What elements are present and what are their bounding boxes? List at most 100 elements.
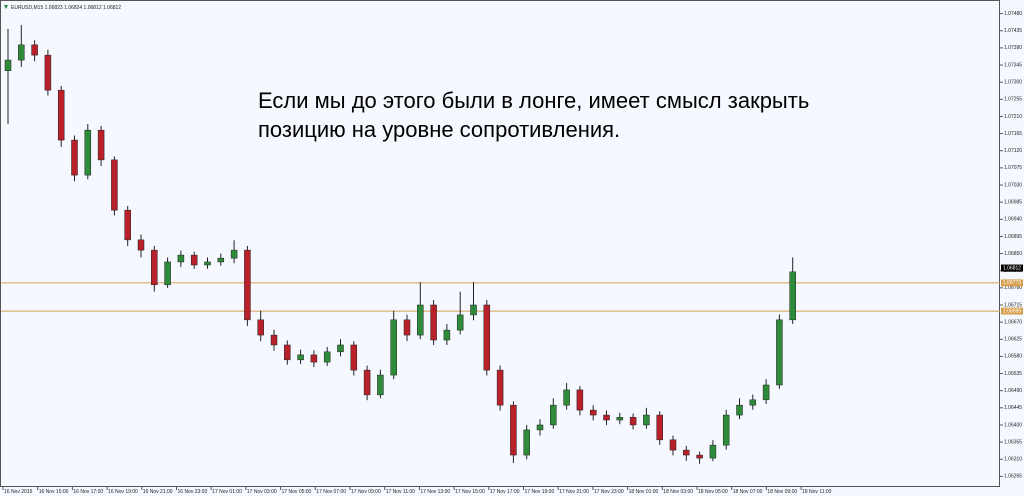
candle-body bbox=[323, 351, 331, 363]
y-tick-label: 1.06625 bbox=[1004, 337, 1022, 343]
candle-body bbox=[284, 344, 291, 361]
candle-body bbox=[124, 209, 131, 241]
y-tick-label: 1.07435 bbox=[1004, 28, 1022, 34]
candle-body bbox=[470, 304, 477, 316]
y-tick-label: 1.07030 bbox=[1004, 182, 1022, 188]
candle-body bbox=[137, 239, 145, 251]
candle-body bbox=[616, 417, 624, 421]
annotation-line: Если мы до этого были в лонге, имеет смы… bbox=[258, 88, 809, 113]
candle-body bbox=[204, 261, 211, 266]
candle-body bbox=[589, 409, 597, 416]
x-tick-label: 18 Nov 11:00 bbox=[802, 489, 832, 495]
candle-body bbox=[363, 369, 371, 396]
candle-body bbox=[164, 261, 171, 286]
candle-body bbox=[776, 319, 783, 386]
x-tick-label: 16 Nov 15:00 bbox=[39, 489, 69, 495]
candle-body bbox=[177, 254, 185, 263]
y-tick-label: 1.07345 bbox=[1004, 62, 1022, 68]
candle-body bbox=[84, 129, 92, 176]
annotation-line: позицию на уровне сопротивления. bbox=[258, 117, 620, 142]
candle-body bbox=[629, 417, 637, 426]
candle-body bbox=[44, 54, 52, 91]
x-tick-label: 18 Nov 03:00 bbox=[663, 489, 693, 495]
candle-body bbox=[789, 271, 796, 321]
candle-body bbox=[377, 374, 384, 396]
candle-body bbox=[71, 139, 78, 176]
y-tick-label: 1.06850 bbox=[1004, 251, 1022, 257]
candle-body bbox=[257, 319, 264, 336]
candle-body bbox=[576, 389, 584, 411]
x-tick-label: 17 Nov 01:00 bbox=[212, 489, 242, 495]
candle-body bbox=[656, 414, 663, 441]
candle-body bbox=[230, 249, 238, 259]
candle-body bbox=[603, 414, 610, 421]
candle-body bbox=[736, 404, 743, 416]
candle-body bbox=[297, 354, 304, 361]
x-tick-label: 17 Nov 23:00 bbox=[594, 489, 624, 495]
level-tag-label: 1.06699 bbox=[1003, 308, 1021, 314]
x-tick-label: 17 Nov 11:00 bbox=[386, 489, 416, 495]
candle-body bbox=[709, 444, 717, 459]
x-tick-label: 17 Nov 15:00 bbox=[455, 489, 485, 495]
y-tick-label: 1.07210 bbox=[1004, 114, 1022, 120]
candle-body bbox=[151, 249, 158, 286]
candle-body bbox=[749, 399, 757, 406]
candle-body bbox=[563, 389, 570, 406]
candle-body bbox=[390, 319, 397, 376]
y-tick-label: 1.06985 bbox=[1004, 199, 1022, 205]
y-tick-label: 1.06535 bbox=[1004, 371, 1022, 377]
candle-body bbox=[350, 344, 358, 371]
candle-body bbox=[683, 449, 690, 456]
y-tick-label: 1.07075 bbox=[1004, 165, 1022, 171]
symbol-header: EURUSD,M15 1.06823 1.06824 1.06812 1.068… bbox=[11, 5, 121, 11]
x-tick-label: 17 Nov 05:00 bbox=[282, 489, 312, 495]
y-tick-label: 1.06895 bbox=[1004, 234, 1022, 240]
x-tick-label: 17 Nov 19:00 bbox=[525, 489, 555, 495]
y-tick-label: 1.07120 bbox=[1004, 148, 1022, 154]
candle-body bbox=[18, 44, 25, 61]
candle-body bbox=[696, 454, 703, 459]
y-tick-label: 1.06400 bbox=[1004, 422, 1022, 428]
candle-body bbox=[270, 334, 278, 346]
bid-tag bbox=[1001, 264, 1023, 272]
y-tick-label: 1.07480 bbox=[1004, 11, 1022, 17]
candle-body bbox=[523, 429, 530, 456]
y-tick-label: 1.06760 bbox=[1004, 285, 1022, 291]
x-tick-label: 16 Nov 2016 bbox=[4, 489, 33, 495]
candle-body bbox=[4, 59, 12, 71]
candle-body bbox=[403, 319, 411, 336]
x-tick-label: 16 Nov 21:00 bbox=[143, 489, 173, 495]
y-tick-label: 1.06490 bbox=[1004, 388, 1022, 394]
candle-body bbox=[722, 414, 730, 446]
x-tick-label: 17 Nov 07:00 bbox=[316, 489, 346, 495]
x-tick-label: 16 Nov 17:00 bbox=[73, 489, 103, 495]
candle-body bbox=[417, 304, 424, 336]
level-tag bbox=[1001, 307, 1023, 315]
y-tick-label: 1.06580 bbox=[1004, 354, 1022, 360]
candle-body bbox=[536, 424, 544, 431]
candle-body bbox=[510, 404, 517, 456]
y-tick-label: 1.07390 bbox=[1004, 45, 1022, 51]
x-tick-label: 18 Nov 09:00 bbox=[767, 489, 797, 495]
y-tick-label: 1.06355 bbox=[1004, 439, 1022, 445]
candle-body bbox=[456, 314, 464, 331]
x-tick-label: 17 Nov 13:00 bbox=[420, 489, 450, 495]
y-tick-label: 1.06310 bbox=[1004, 457, 1022, 463]
candle-body bbox=[190, 254, 198, 266]
x-tick-label: 17 Nov 03:00 bbox=[247, 489, 277, 495]
plot-frame bbox=[0, 0, 1000, 487]
candle-body bbox=[443, 329, 451, 341]
candle-body bbox=[217, 257, 225, 263]
candle-body bbox=[550, 404, 557, 426]
candle-body bbox=[97, 129, 105, 161]
candle-body bbox=[430, 304, 437, 341]
x-tick-label: 16 Nov 23:00 bbox=[178, 489, 208, 495]
candle-body bbox=[496, 369, 504, 406]
candle-body bbox=[31, 44, 38, 56]
x-tick-label: 17 Nov 09:00 bbox=[351, 489, 381, 495]
candle-body bbox=[244, 249, 251, 321]
candle-body bbox=[310, 354, 318, 363]
x-tick-label: 18 Nov 01:00 bbox=[629, 489, 659, 495]
level-tag bbox=[1001, 279, 1023, 287]
